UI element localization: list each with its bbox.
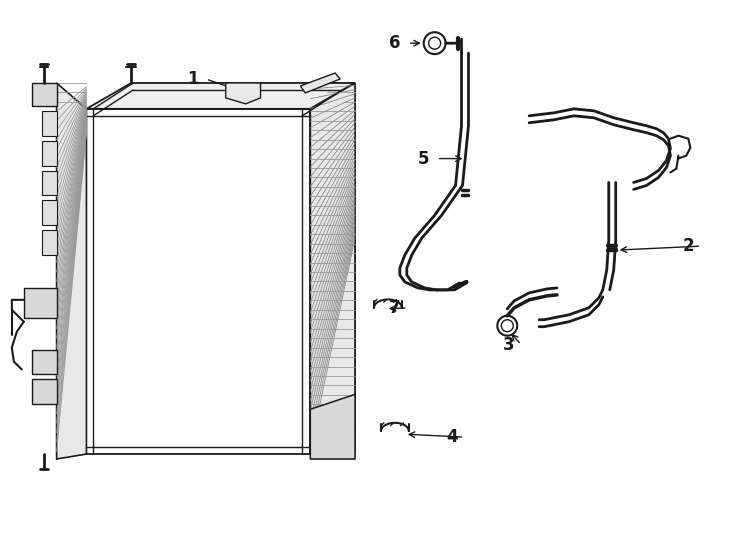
Polygon shape <box>32 83 57 106</box>
Polygon shape <box>87 109 310 454</box>
Polygon shape <box>32 349 57 374</box>
Polygon shape <box>42 200 57 225</box>
Polygon shape <box>32 380 57 404</box>
Polygon shape <box>57 83 87 459</box>
Polygon shape <box>310 83 355 454</box>
Polygon shape <box>23 288 57 318</box>
Polygon shape <box>87 83 355 109</box>
Text: 2: 2 <box>683 237 694 255</box>
Polygon shape <box>300 73 340 93</box>
Polygon shape <box>42 171 57 195</box>
Polygon shape <box>42 140 57 166</box>
Text: 4: 4 <box>446 428 457 446</box>
Polygon shape <box>310 394 355 459</box>
Text: 1: 1 <box>187 70 199 88</box>
Text: 5: 5 <box>418 150 429 167</box>
Text: 7: 7 <box>389 299 401 317</box>
Text: 3: 3 <box>503 336 514 354</box>
Polygon shape <box>42 230 57 255</box>
Polygon shape <box>226 83 261 104</box>
Text: 6: 6 <box>389 34 401 52</box>
Polygon shape <box>42 83 57 106</box>
Polygon shape <box>42 111 57 136</box>
